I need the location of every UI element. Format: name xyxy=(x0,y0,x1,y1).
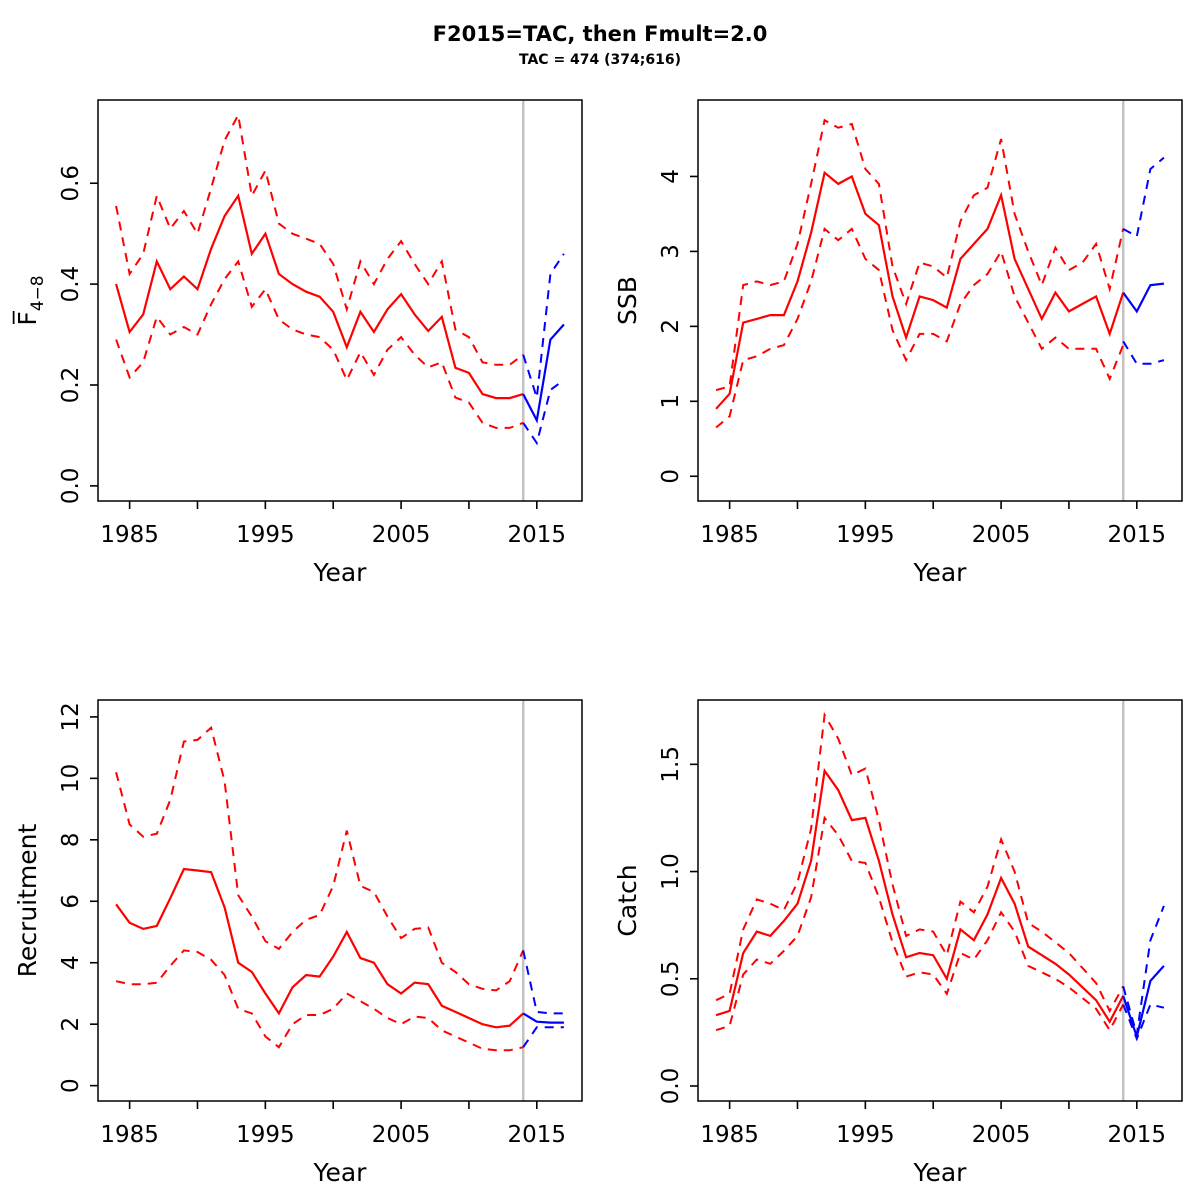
catch-forecast-lower-band-line xyxy=(1122,1003,1165,1042)
catch-y-axis-label: Catch xyxy=(613,864,642,936)
catch-x-tick-label: 1985 xyxy=(700,1122,759,1148)
f4-8-history-upper-band-line xyxy=(115,112,524,366)
ssb-history-median-line xyxy=(715,170,1125,410)
ssb-plot-box xyxy=(697,99,1183,502)
f4-8-forecast-median-line xyxy=(522,323,565,424)
recruitment-history-upper-band-line xyxy=(115,725,525,992)
recruitment-x-axis-label: Year xyxy=(313,1158,368,1187)
f4-8-y-tick-label: 0.0 xyxy=(58,468,84,505)
f4-8-x-tick-label: 1985 xyxy=(100,522,159,548)
catch-x-tick-label: 2015 xyxy=(1108,1122,1167,1148)
recruitment-x-tick-label: 2005 xyxy=(372,1122,431,1148)
panel-ssb: 1985 1995 2005 2015 0 1 2 3 4 Year SSB xyxy=(613,99,1183,587)
f4-8-x-axis-label: Year xyxy=(313,558,368,587)
recruitment-y-tick-label: 8 xyxy=(58,832,84,847)
f4-8-history-lower-band-line xyxy=(115,259,524,429)
recruitment-x-tick-label: 1985 xyxy=(100,1122,159,1148)
ssb-x-axis-label: Year xyxy=(913,558,968,587)
recruitment-y-tick-label: 12 xyxy=(58,702,84,731)
ssb-forecast-median-line xyxy=(1122,282,1165,314)
catch-x-tick-label: 1995 xyxy=(836,1122,895,1148)
catch-history-median-line xyxy=(715,767,1125,1024)
catch-y-tick-label: 1.0 xyxy=(658,853,684,890)
ssb-history-lower-band-line xyxy=(715,227,1125,429)
recruitment-y-tick-label: 10 xyxy=(58,764,84,793)
f4-8-y-axis-label: F̅4−8 xyxy=(12,275,48,325)
ssb-x-tick-label: 2005 xyxy=(972,522,1031,548)
f4-8-forecast-upper-band-line xyxy=(522,253,565,398)
f4-8-plot-box xyxy=(97,99,583,502)
f4-8-x-tick-label: 1995 xyxy=(236,522,295,548)
catch-forecast-median-line xyxy=(1122,965,1165,1041)
f4-8-y-tick-label: 0.4 xyxy=(58,266,84,303)
panel-recruitment: 1985 1995 2005 2015 0 2 4 6 8 10 12 Year Recruitment xyxy=(13,699,583,1187)
recruitment-y-axis-label: Recruitment xyxy=(13,823,42,977)
ssb-y-tick-label: 2 xyxy=(658,319,684,334)
f4-8-x-tick-label: 2015 xyxy=(508,522,567,548)
recruitment-plot-box xyxy=(97,699,583,1102)
recruitment-history-lower-band-line xyxy=(115,949,524,1052)
recruitment-forecast-upper-band-line xyxy=(522,950,564,1015)
catch-x-tick-label: 2005 xyxy=(972,1122,1031,1148)
figure-title: F2015=TAC, then Fmult=2.0 xyxy=(432,22,768,46)
ssb-y-axis-label: SSB xyxy=(613,276,642,325)
f4-8-x-tick-label: 2005 xyxy=(372,522,431,548)
recruitment-x-tick-label: 2015 xyxy=(508,1122,567,1148)
ssb-y-tick-label: 3 xyxy=(658,244,684,259)
figure-subtitle: TAC = 474 (374;616) xyxy=(519,52,681,68)
catch-history-lower-band-line xyxy=(715,815,1125,1033)
catch-history-upper-band-line xyxy=(715,711,1125,1014)
recruitment-y-tick-label: 0 xyxy=(58,1078,84,1093)
catch-x-axis-label: Year xyxy=(913,1158,968,1187)
catch-y-tick-label: 0.0 xyxy=(658,1068,684,1105)
ssb-forecast-lower-band-line xyxy=(1122,340,1165,365)
panel-catch: 1985 1995 2005 2015 0.0 0.5 1.0 1.5 Year Catch xyxy=(613,699,1183,1187)
f4-8-forecast-lower-band-line xyxy=(522,379,565,446)
ssb-x-tick-label: 1995 xyxy=(836,522,895,548)
recruitment-y-tick-label: 4 xyxy=(58,955,84,970)
recruitment-y-tick-label: 6 xyxy=(58,894,84,909)
panel-f4-8: 1985 1995 2005 2015 0.0 0.2 0.4 0.6 Year F̅4−8 xyxy=(12,99,583,587)
ssb-forecast-upper-band-line xyxy=(1122,156,1165,238)
recruitment-history-median-line xyxy=(115,867,524,1029)
recruitment-y-tick-label: 2 xyxy=(58,1017,84,1032)
catch-forecast-upper-band-line xyxy=(1122,905,1165,1035)
f4-8-history-median-line xyxy=(115,193,524,400)
recruitment-x-tick-label: 1995 xyxy=(236,1122,295,1148)
ssb-y-tick-label: 1 xyxy=(658,394,684,409)
catch-plot-box xyxy=(697,699,1183,1102)
catch-y-tick-label: 0.5 xyxy=(658,960,684,997)
recruitment-forecast-median-line xyxy=(522,1012,564,1024)
ssb-y-tick-label: 4 xyxy=(658,169,684,184)
f4-8-y-tick-label: 0.6 xyxy=(58,165,84,202)
ssb-x-tick-label: 2015 xyxy=(1108,522,1167,548)
recruitment-forecast-lower-band-line xyxy=(522,1026,564,1048)
ssb-y-tick-label: 0 xyxy=(658,469,684,484)
ssb-x-tick-label: 1985 xyxy=(700,522,759,548)
catch-y-tick-label: 1.5 xyxy=(658,746,684,783)
f4-8-y-tick-label: 0.2 xyxy=(58,367,84,404)
ssb-history-upper-band-line xyxy=(715,118,1125,392)
